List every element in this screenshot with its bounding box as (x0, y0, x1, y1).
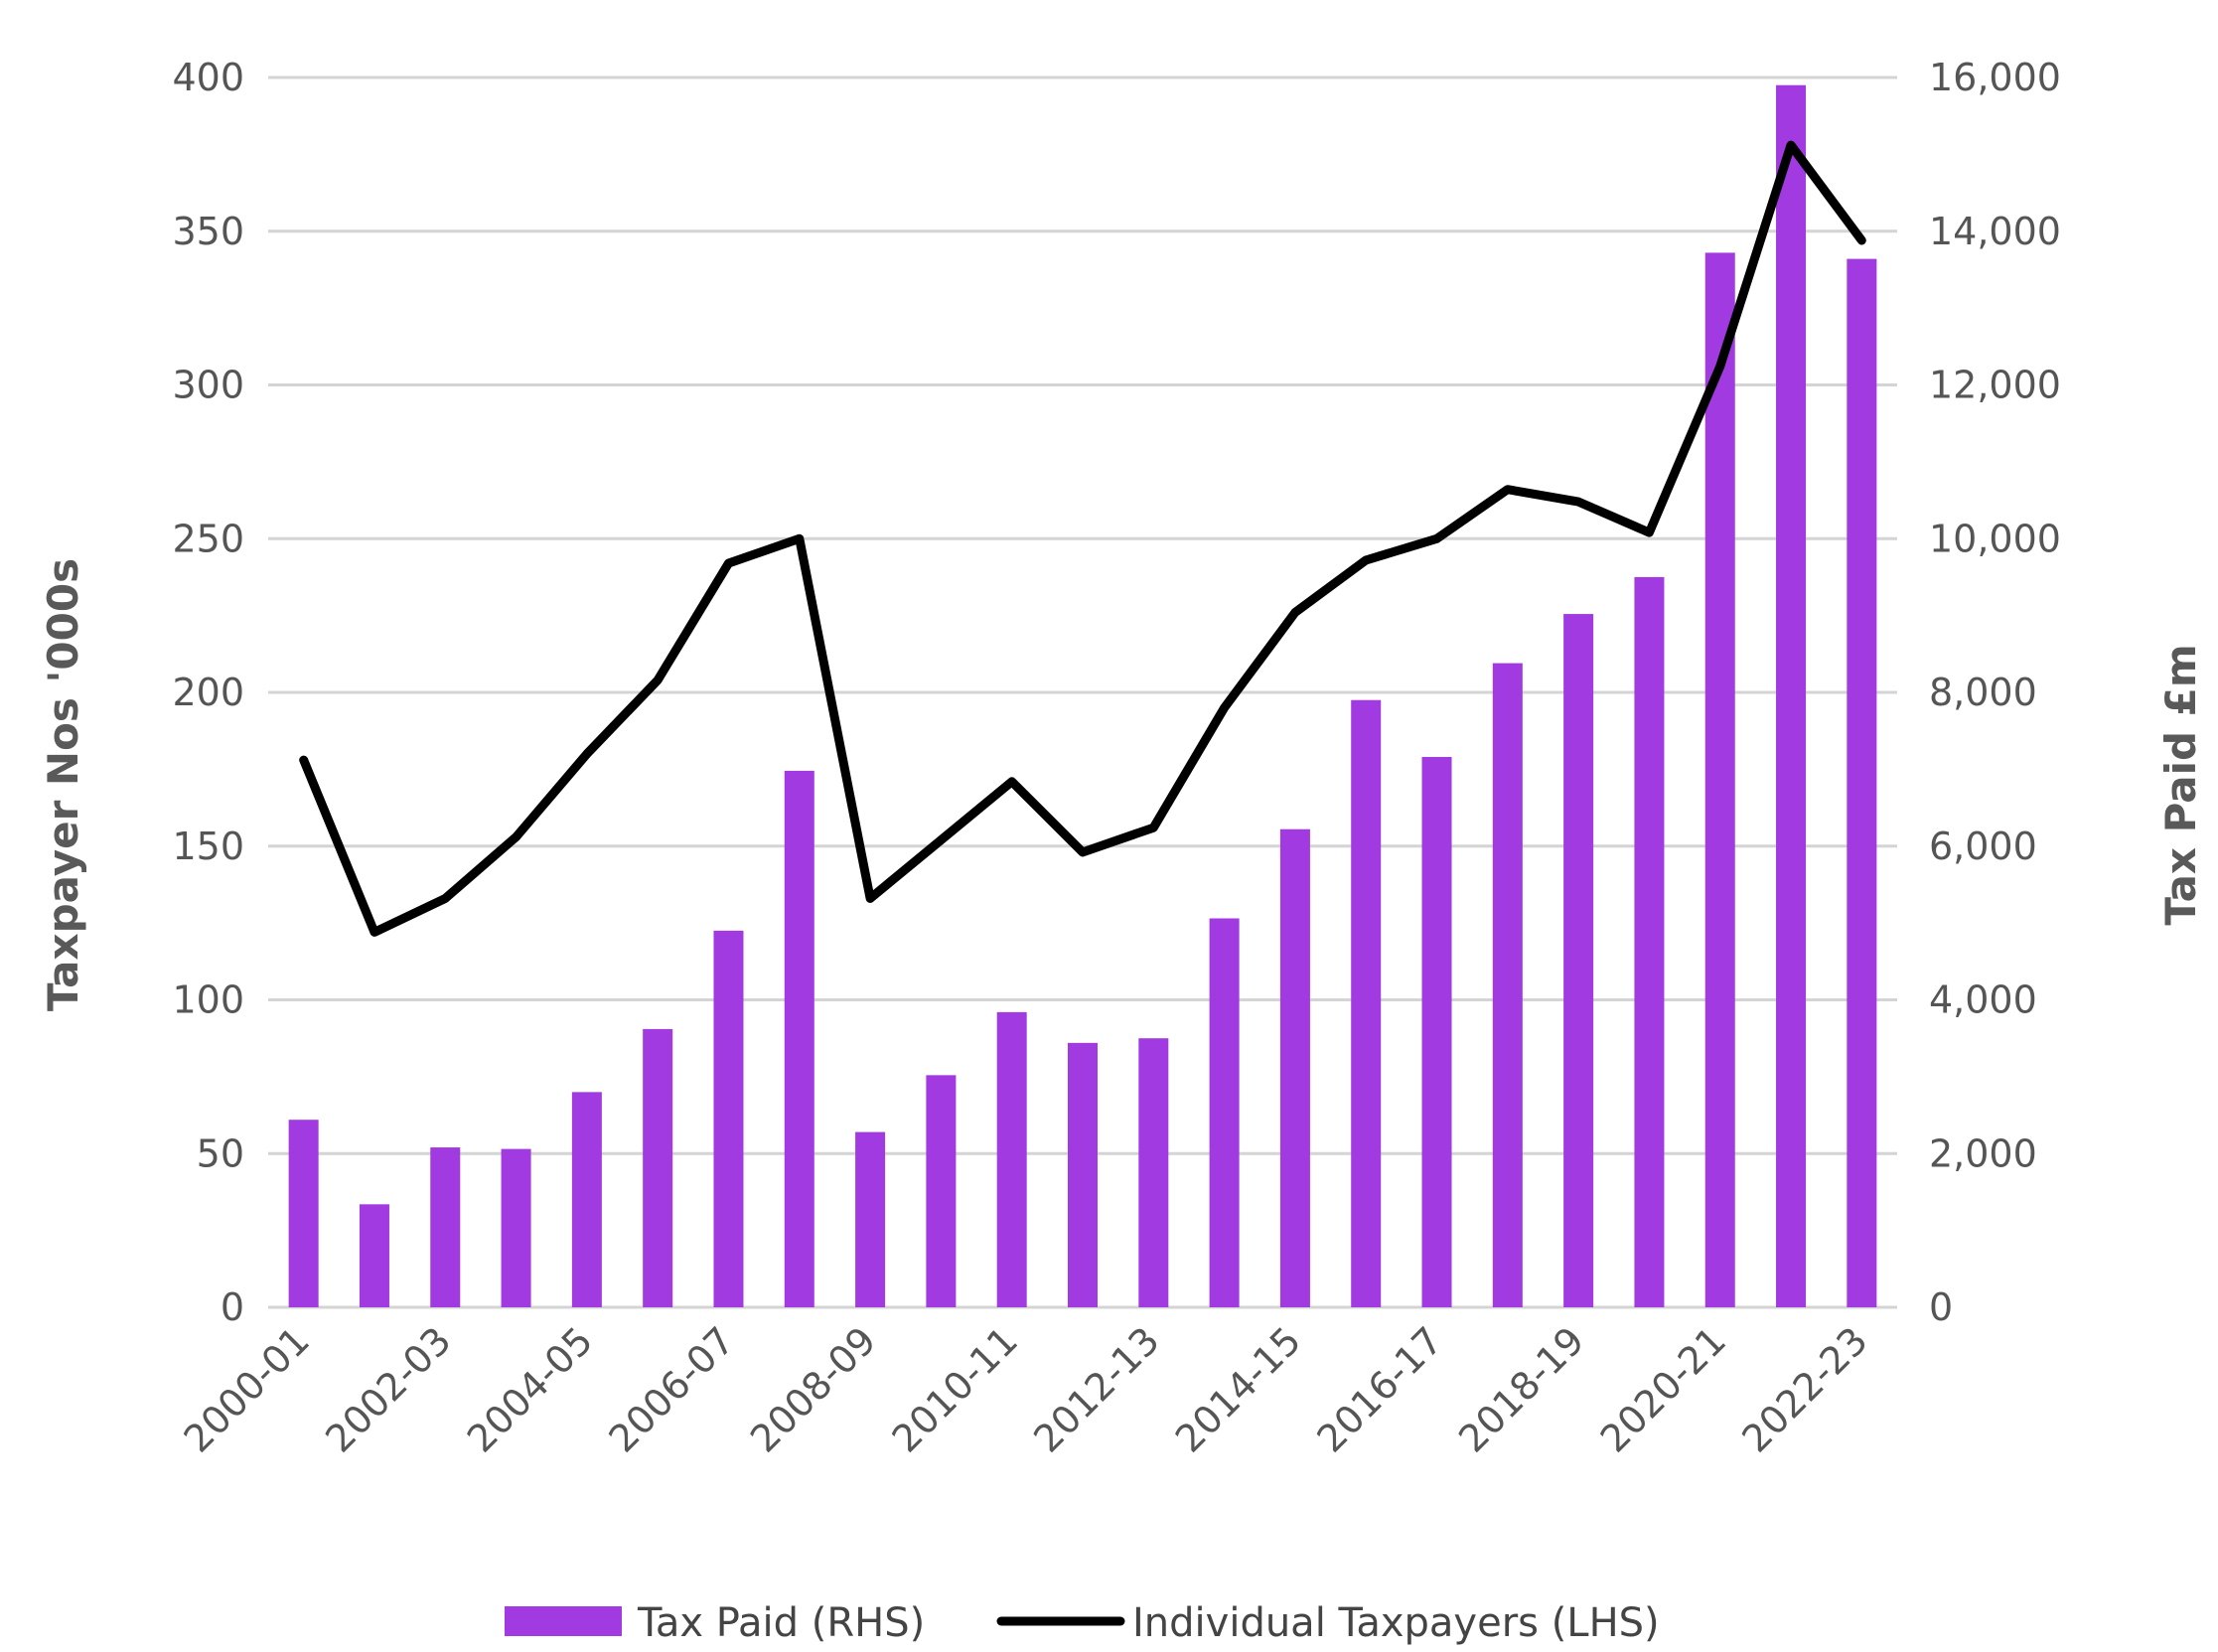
bar-tax-paid (1068, 1042, 1098, 1307)
left-tick-label: 0 (221, 1285, 244, 1329)
bar-tax-paid (926, 1075, 957, 1307)
bar-tax-paid (1209, 918, 1240, 1307)
bar-tax-paid (571, 1092, 602, 1307)
gridlines (268, 75, 1897, 1309)
right-tick-label: 4,000 (1929, 978, 2037, 1022)
x-tick-label: 2018-19 (1450, 1318, 1592, 1460)
bar-tax-paid (1704, 252, 1735, 1307)
right-axis-ticks: 0 2,000 4,000 6,000 8,000 10,000 12,000 14,000 1… (1929, 56, 2061, 1329)
x-tick-label: 2022-23 (1733, 1318, 1875, 1460)
right-tick-label: 14,000 (1929, 210, 2061, 253)
left-tick-label: 400 (172, 56, 244, 99)
bar-tax-paid (1563, 614, 1594, 1307)
left-tick-label: 250 (172, 517, 244, 560)
legend-swatch-tax-paid (505, 1606, 622, 1636)
bar-tax-paid (713, 930, 744, 1307)
legend-label-tax-paid: Tax Paid (RHS) (637, 1600, 925, 1646)
x-tick-label: 2006-07 (600, 1318, 742, 1460)
left-tick-label: 150 (172, 825, 244, 868)
left-axis-title: Taxpayer Nos '000s (39, 558, 87, 1011)
bar-tax-paid (643, 1028, 673, 1307)
bar-tax-paid (996, 1011, 1027, 1307)
bar-tax-paid (1776, 84, 1807, 1307)
bar-tax-paid (288, 1120, 319, 1307)
x-tick-label: 2016-17 (1308, 1318, 1450, 1460)
x-tick-label: 2000-01 (176, 1318, 318, 1460)
x-tick-label: 2012-13 (1025, 1318, 1167, 1460)
bar-tax-paid (501, 1148, 531, 1307)
right-axis-title: Tax Paid £m (2156, 644, 2205, 925)
right-tick-label: 12,000 (1929, 364, 2061, 407)
left-axis-ticks: 0 50 100 150 200 250 300 350 400 (172, 56, 244, 1329)
left-tick-label: 300 (172, 364, 244, 407)
bar-tax-paid (1279, 828, 1310, 1307)
legend: Tax Paid (RHS) Individual Taxpayers (LHS… (505, 1600, 1660, 1646)
right-tick-label: 16,000 (1929, 56, 2061, 99)
left-tick-label: 350 (172, 210, 244, 253)
bar-tax-paid (1138, 1038, 1169, 1307)
x-tick-label: 2002-03 (317, 1318, 459, 1460)
legend-label-taxpayers: Individual Taxpayers (LHS) (1132, 1600, 1660, 1646)
x-tick-label: 2004-05 (459, 1318, 601, 1460)
x-axis-ticks: 2000-01 2002-03 2004-05 2006-07 2008-09 2010-… (176, 1318, 1876, 1460)
right-tick-label: 2,000 (1929, 1131, 2037, 1175)
bar-tax-paid (784, 770, 814, 1307)
right-tick-label: 0 (1929, 1285, 1953, 1329)
bar-tax-paid (1492, 663, 1523, 1307)
left-tick-label: 50 (197, 1131, 244, 1175)
left-tick-label: 100 (172, 978, 244, 1022)
x-tick-label: 2008-09 (742, 1318, 884, 1460)
line-individual-taxpayers (299, 140, 1866, 937)
x-tick-label: 2014-15 (1167, 1318, 1309, 1460)
bar-tax-paid (430, 1147, 461, 1307)
bar-tax-paid (1421, 756, 1452, 1307)
left-tick-label: 200 (172, 671, 244, 714)
tax-paid-bars (288, 84, 1877, 1308)
bar-tax-paid (359, 1204, 389, 1307)
bar-tax-paid (1351, 699, 1382, 1307)
x-tick-label: 2010-11 (884, 1318, 1026, 1460)
bar-tax-paid (1634, 576, 1665, 1307)
right-tick-label: 8,000 (1929, 671, 2037, 714)
x-tick-label: 2020-21 (1592, 1318, 1734, 1460)
right-tick-label: 10,000 (1929, 517, 2061, 560)
bar-tax-paid (1847, 258, 1877, 1308)
taxpayers-line-series (299, 140, 1866, 937)
right-tick-label: 6,000 (1929, 825, 2037, 868)
bar-tax-paid (855, 1131, 886, 1307)
